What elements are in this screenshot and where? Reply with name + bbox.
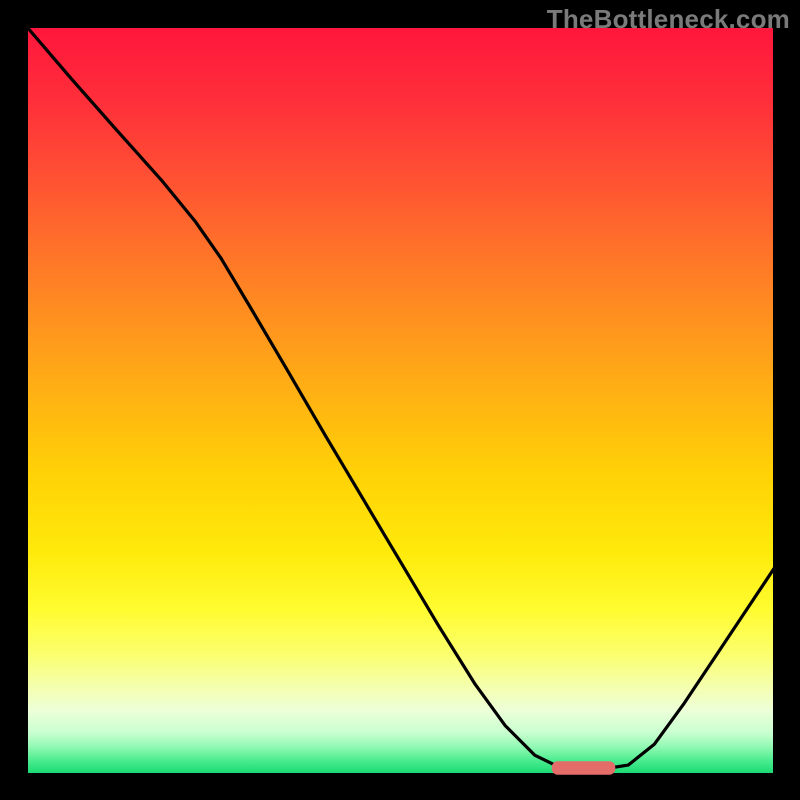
chart-frame [27,27,774,774]
watermark-text: TheBottleneck.com [547,4,790,35]
